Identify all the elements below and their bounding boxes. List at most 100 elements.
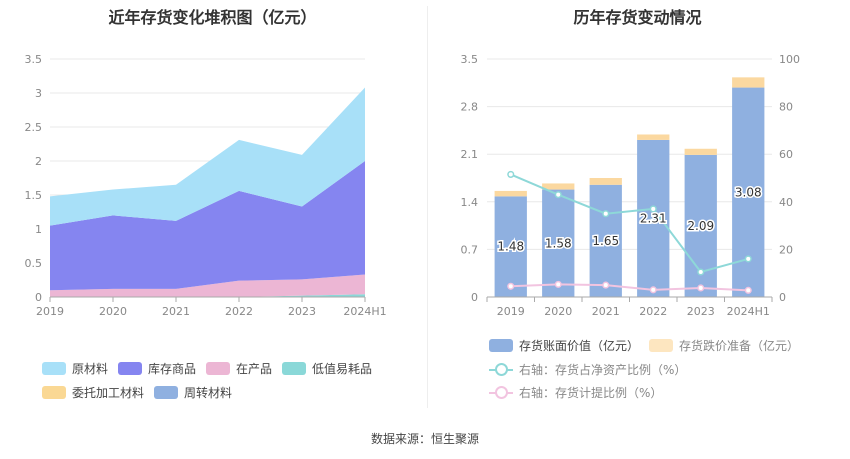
legend-item-inventory-to-net-assets[interactable]: 右轴：存货占净资产比例（%）: [489, 361, 686, 378]
legend-swatch: [489, 339, 513, 352]
y2-tick-label: 20: [779, 243, 793, 256]
y2-tick-label: 60: [779, 148, 793, 161]
x-tick-label: 2019: [36, 305, 64, 318]
legend-item-work-in-progress[interactable]: 在产品: [206, 360, 272, 377]
legend-item-provision-ratio[interactable]: 右轴：存货计提比例（%）: [489, 384, 662, 401]
inventory-bar-line-chart: 0 0.7 1.4 2.1 2.8 3.5 0 20 40 60 80 100 2019 2020 2021…: [461, 53, 801, 318]
line-point: [649, 205, 657, 213]
y-tick-label: 0.7: [461, 243, 479, 256]
line-point: [744, 286, 752, 294]
legend-label: 周转材料: [184, 386, 233, 400]
bar-data-label: 1.65: [592, 234, 619, 248]
bar-book-value: [637, 139, 670, 297]
legend-swatch: [42, 386, 66, 399]
bar-data-label: 1.48: [497, 240, 524, 254]
x-tick-label: 2024H1: [727, 305, 770, 318]
panel-divider: [427, 6, 428, 408]
legend-label: 库存商品: [148, 362, 197, 376]
x-tick-label: 2020: [544, 305, 572, 318]
line-series-右轴：存货占净资产比例（%）: [510, 173, 749, 274]
legend-label: 右轴：存货计提比例（%）: [519, 386, 663, 400]
legend-label: 右轴：存货占净资产比例（%）: [519, 363, 687, 377]
bar-impairment-provision: [637, 134, 670, 140]
y-tick-label: 2.5: [25, 121, 43, 134]
line-point: [697, 284, 705, 292]
area-series-原材料: [50, 87, 365, 226]
legend-label: 原材料: [72, 362, 109, 376]
y-tick-label: 2.8: [461, 101, 479, 114]
legend-item-impairment-provision[interactable]: 存货跌价准备（亿元）: [649, 337, 799, 354]
y2-tick-label: 80: [779, 101, 793, 114]
x-tick-label: 2024H1: [343, 305, 386, 318]
legend-label: 委托加工材料: [72, 386, 145, 400]
bar-data-label: 1.58: [545, 236, 572, 250]
bar-data-label: 2.31: [640, 211, 667, 225]
legend-swatch: [282, 362, 306, 375]
legend-line-marker: [489, 363, 513, 376]
bar-impairment-provision: [542, 183, 575, 190]
bar-impairment-provision: [589, 178, 622, 185]
line-point: [649, 286, 657, 294]
y-tick-label: 1.5: [25, 189, 43, 202]
bar-data-label: 2.09: [687, 219, 714, 233]
y-tick-label: 1.4: [461, 196, 479, 209]
x-tick-label: 2019: [497, 305, 525, 318]
line-point: [697, 268, 705, 276]
bar-impairment-provision: [732, 77, 765, 88]
line-point: [554, 191, 562, 199]
right-chart-title: 历年存货变动情况: [573, 8, 702, 27]
area-series-库存商品: [50, 161, 365, 291]
legend-label: 在产品: [236, 362, 273, 376]
x-tick-label: 2021: [162, 305, 190, 318]
y-tick-label: 3: [35, 87, 42, 100]
y2-tick-label: 100: [779, 53, 800, 66]
legend-swatch: [154, 386, 178, 399]
line-point: [744, 255, 752, 263]
legend-swatch: [118, 362, 142, 375]
bar-impairment-provision: [494, 190, 527, 197]
stacked-area-chart: 0 0.5 1 1.5 2 2.5 3 3.5 2019 2020 2021 2022 2023 2024…: [25, 53, 387, 318]
legend-item-turnover-materials[interactable]: 周转材料: [154, 384, 232, 401]
y-tick-label: 3.5: [25, 53, 43, 66]
legend-swatch: [42, 362, 66, 375]
bar-impairment-provision: [684, 148, 717, 155]
left-chart-title: 近年存货变化堆积图（亿元）: [108, 8, 317, 27]
y-tick-label: 2: [35, 155, 42, 168]
x-tick-label: 2023: [687, 305, 715, 318]
y-tick-label: 0.5: [25, 257, 43, 270]
legend-item-consigned-processing[interactable]: 委托加工材料: [42, 384, 144, 401]
bar-data-label: 3.08: [735, 185, 762, 199]
line-point: [554, 280, 562, 288]
x-tick-label: 2020: [99, 305, 127, 318]
legend-swatch: [206, 362, 230, 375]
line-point: [507, 170, 515, 178]
data-source-note: 数据来源：恒生聚源: [370, 432, 479, 446]
y-tick-label: 1: [35, 223, 42, 236]
y2-tick-label: 0: [779, 291, 786, 304]
legend-label: 低值易耗品: [312, 362, 373, 376]
legend-item-book-value[interactable]: 存货账面价值（亿元）: [489, 337, 639, 354]
y-tick-label: 2.1: [461, 148, 479, 161]
x-tick-label: 2022: [225, 305, 253, 318]
bar-book-value: [542, 189, 575, 297]
x-tick-label: 2023: [288, 305, 316, 318]
legend-item-low-value-consumables[interactable]: 低值易耗品: [282, 360, 372, 377]
y-tick-label: 0: [471, 291, 478, 304]
legend-line-marker: [489, 386, 513, 399]
bar-book-value: [589, 184, 622, 297]
line-point: [507, 282, 515, 290]
legend-label: 存货账面价值（亿元）: [519, 339, 640, 353]
line-point: [602, 281, 610, 289]
x-tick-label: 2022: [639, 305, 667, 318]
legend-swatch: [649, 339, 673, 352]
y-tick-label: 3.5: [461, 53, 479, 66]
y-tick-label: 0: [35, 291, 42, 304]
bar-book-value: [494, 196, 527, 297]
line-series-右轴：存货计提比例（%）: [510, 283, 749, 292]
x-tick-label: 2021: [592, 305, 620, 318]
legend-label: 存货跌价准备（亿元）: [679, 339, 800, 353]
legend-item-finished-goods[interactable]: 库存商品: [118, 360, 196, 377]
y2-tick-label: 40: [779, 196, 793, 209]
line-point: [602, 210, 610, 218]
legend-item-raw-materials[interactable]: 原材料: [42, 360, 108, 377]
